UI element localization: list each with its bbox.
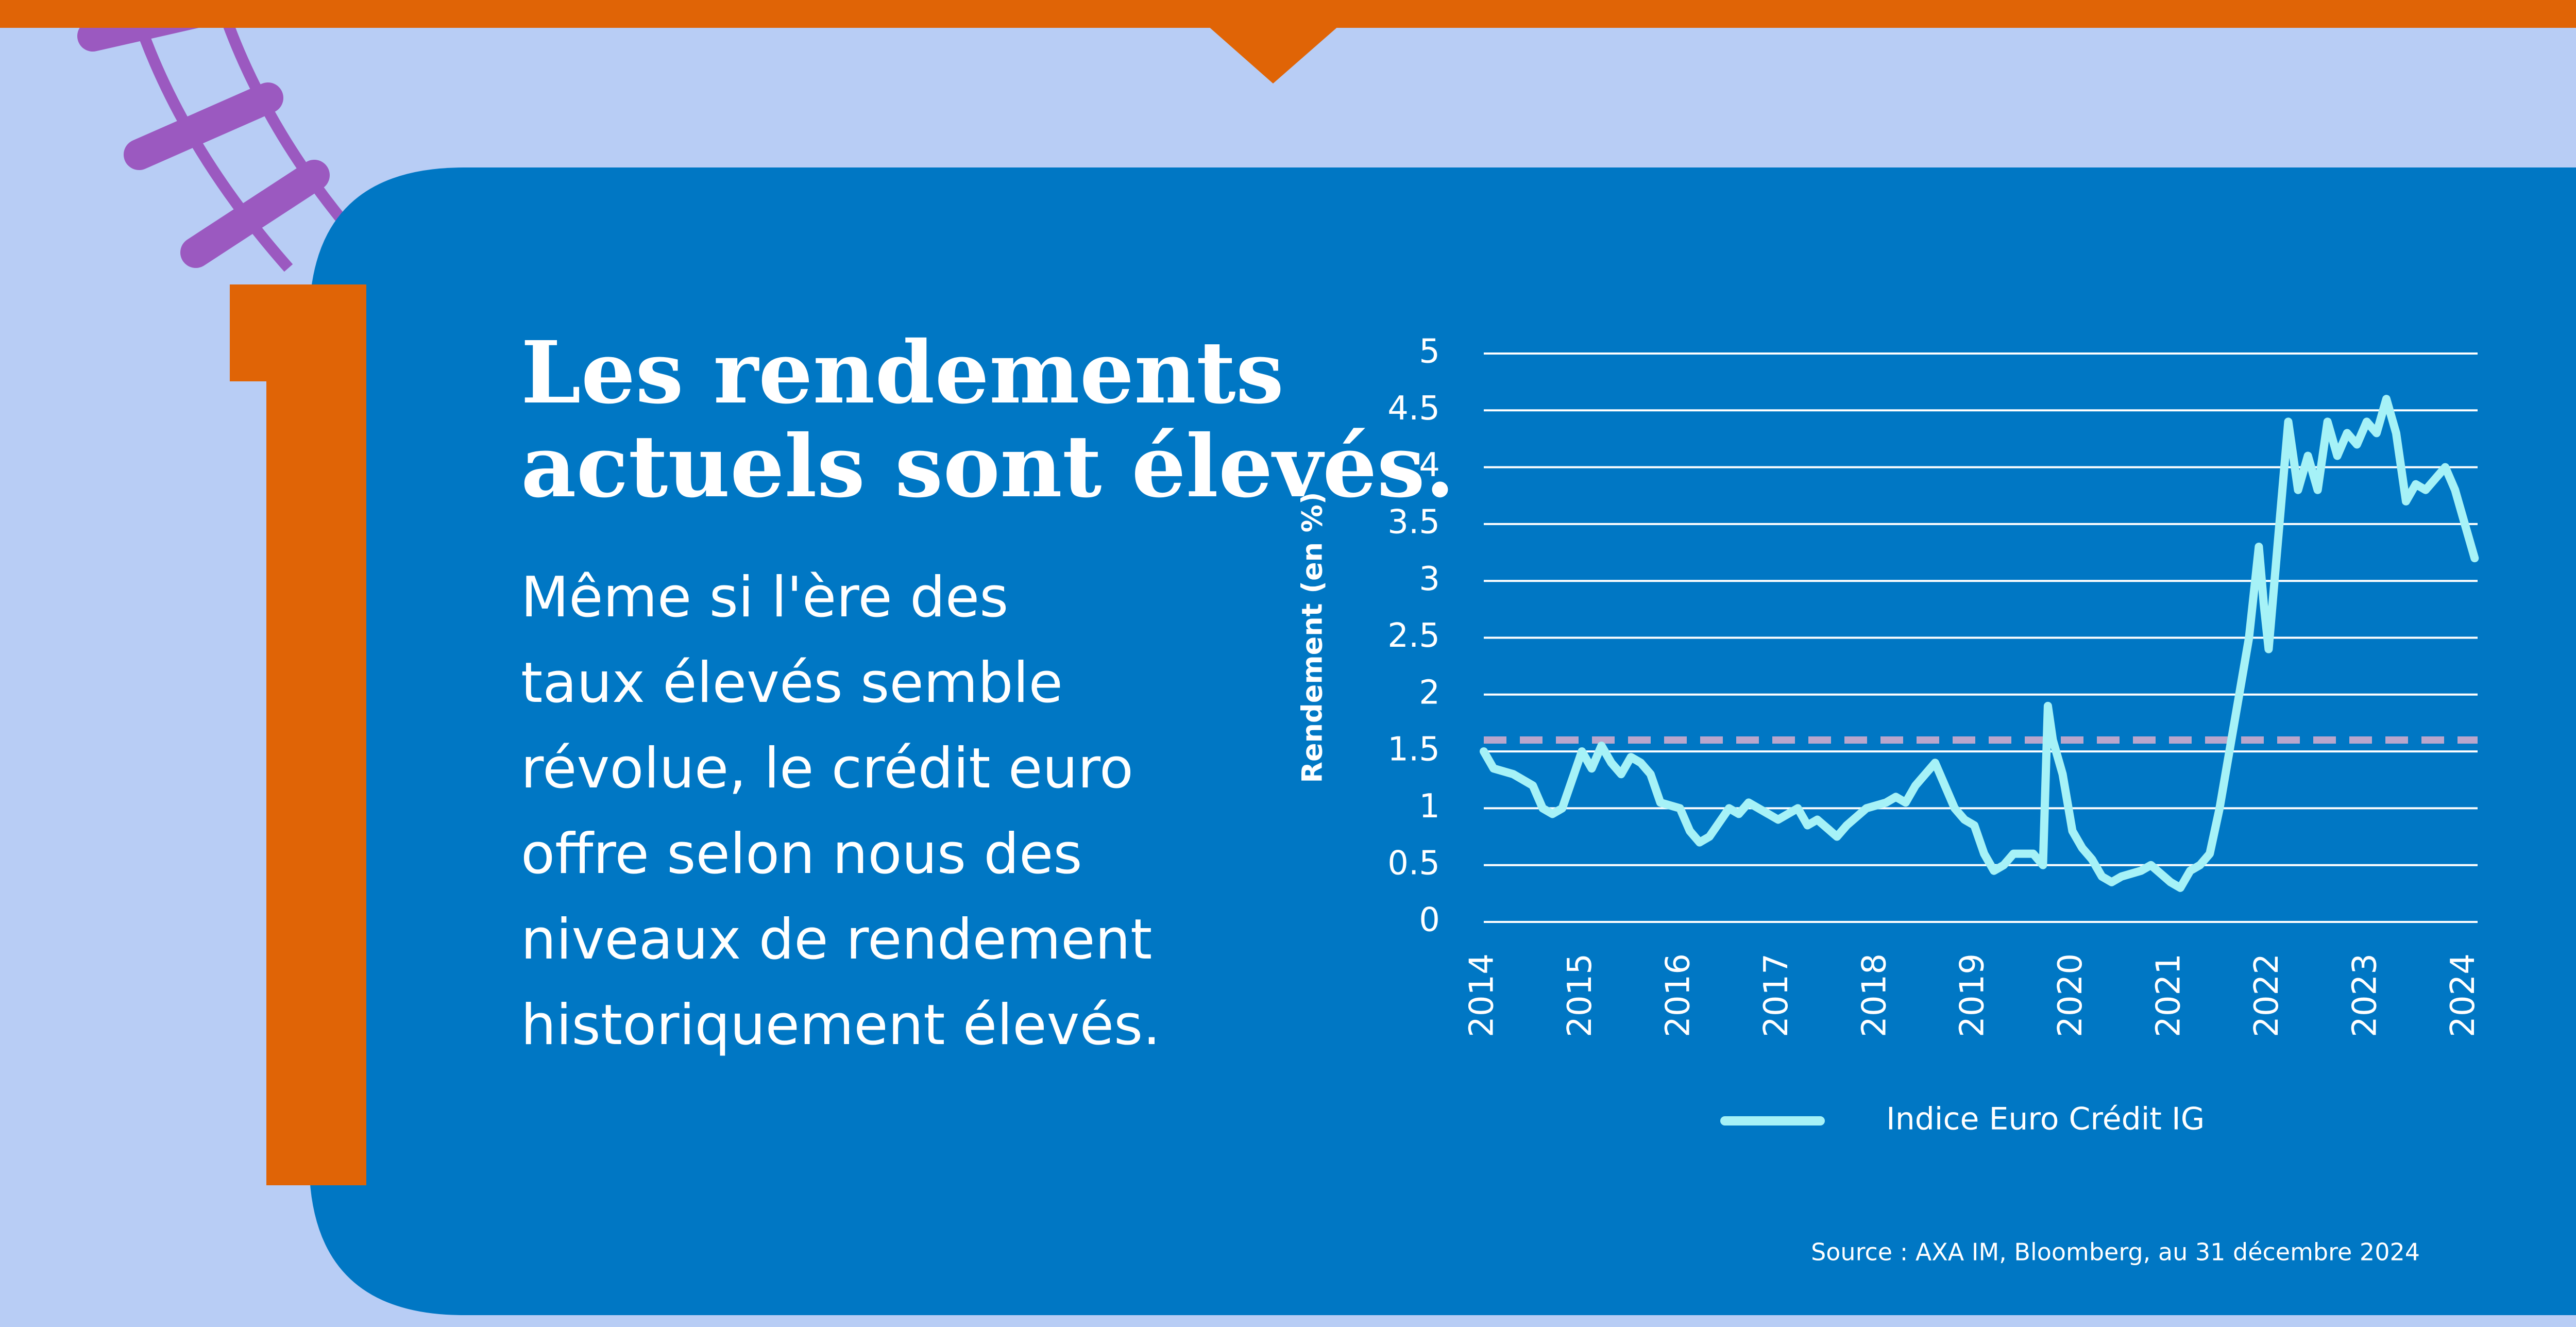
- chart: 0 0.5 1 1.5 2 2.5 3 3.5 4 4.5 5 2014 2015 2016 2017 201…: [1296, 333, 2482, 1266]
- legend-label: Indice Euro Crédit IG: [1886, 1101, 2205, 1137]
- top-notch: [1208, 26, 1339, 83]
- y-axis-label: Rendement (en %): [1296, 492, 1329, 783]
- y-tick-label: 2: [1419, 674, 1440, 712]
- y-tick-label: 1.5: [1387, 731, 1440, 769]
- panel: [309, 167, 2576, 1315]
- rail-tie: [180, 160, 330, 268]
- y-tick-label: 4.5: [1387, 390, 1440, 428]
- x-tick-label: 2019: [1954, 953, 1992, 1037]
- body-line: révolue, le crédit euro: [521, 736, 1133, 801]
- rail-tie: [124, 82, 283, 170]
- body-line: niveaux de rendement: [521, 908, 1152, 972]
- body-line: Même si l'ère des: [521, 565, 1008, 630]
- body-line: offre selon nous des: [521, 822, 1082, 886]
- x-tick-label: 2017: [1757, 953, 1795, 1037]
- y-tick-label: 3: [1419, 560, 1440, 598]
- x-tick-label: 2020: [2052, 953, 2090, 1037]
- number-one-shape: [230, 284, 366, 1185]
- y-tick-label: 3.5: [1387, 503, 1440, 541]
- y-tick-label: 2.5: [1387, 617, 1440, 655]
- headline-title: actuels sont élevés.: [521, 416, 1455, 517]
- x-tick-label: 2018: [1855, 953, 1893, 1037]
- y-tick-label: 0.5: [1387, 844, 1440, 882]
- body-line: taux élevés semble: [521, 651, 1063, 715]
- source-note: Source : AXA IM, Bloomberg, au 31 décemb…: [1811, 1238, 2420, 1266]
- headline-title: Les rendements: [521, 323, 1284, 423]
- body-text: Même si l'ère des taux élevés semble révol…: [521, 565, 1161, 1057]
- y-tick-label: 1: [1419, 787, 1440, 826]
- x-tick-label: 2016: [1659, 953, 1697, 1037]
- data-line: [1480, 395, 2479, 892]
- body-line: historiquement élevés.: [521, 993, 1161, 1057]
- y-tick-label: 0: [1419, 901, 1440, 939]
- x-tick-label: 2024: [2444, 953, 2482, 1037]
- x-tick-label: 2023: [2346, 953, 2384, 1037]
- x-tick-label: 2021: [2150, 953, 2188, 1037]
- y-tick-label: 4: [1419, 446, 1440, 484]
- x-tick-label: 2022: [2248, 953, 2286, 1037]
- x-tick-label: 2014: [1463, 953, 1501, 1037]
- x-tick-label: 2015: [1561, 953, 1599, 1037]
- y-tick-label: 5: [1419, 333, 1440, 371]
- top-bar: [0, 0, 2576, 28]
